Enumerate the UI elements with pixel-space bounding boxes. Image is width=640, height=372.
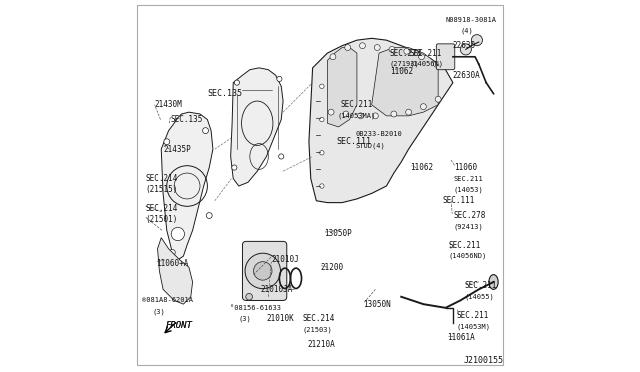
Text: 21210A: 21210A [308,340,335,349]
Circle shape [358,113,364,119]
PathPatch shape [161,112,213,260]
Circle shape [374,45,380,51]
Text: SEC.214: SEC.214 [302,314,335,323]
FancyBboxPatch shape [436,44,455,70]
Text: SEC.278: SEC.278 [454,211,486,220]
Circle shape [328,109,334,115]
Text: °08156-61633: °08156-61633 [230,305,280,311]
Circle shape [404,48,410,54]
Text: 11060+A: 11060+A [156,259,188,268]
Text: 22630A: 22630A [453,71,481,80]
Text: SEC.211: SEC.211 [456,311,489,320]
Text: 11061A: 11061A [447,333,475,342]
Text: 21010K: 21010K [266,314,294,323]
Text: 11062: 11062 [410,163,433,172]
Text: (3): (3) [152,308,164,315]
Circle shape [345,45,351,51]
Text: FRONT: FRONT [166,321,193,330]
Text: (21515): (21515) [146,185,178,194]
Circle shape [253,262,272,280]
Circle shape [419,54,424,60]
Text: (92413): (92413) [454,223,483,230]
Text: (27193): (27193) [389,61,419,67]
Circle shape [277,76,282,81]
Text: SEC.135: SEC.135 [170,115,203,124]
Circle shape [172,227,184,241]
Text: 21200: 21200 [321,263,344,272]
Text: SEC.214: SEC.214 [146,203,178,213]
Text: 21010J: 21010J [271,255,299,264]
Text: 22630: 22630 [453,41,476,50]
Text: (14056ND): (14056ND) [449,253,487,259]
Text: (21503): (21503) [302,327,332,333]
Text: (14056N): (14056N) [410,61,444,67]
Text: ®081A8-6201A: ®081A8-6201A [142,298,193,304]
Circle shape [433,61,439,67]
Text: 11060: 11060 [454,163,477,172]
Text: SEC.111: SEC.111 [337,137,372,146]
Text: SEC.111: SEC.111 [443,196,476,205]
Circle shape [246,294,252,300]
Circle shape [206,212,212,218]
Circle shape [245,253,280,289]
Text: 13050N: 13050N [363,300,391,309]
Circle shape [319,84,324,89]
Ellipse shape [489,275,498,289]
Text: STUD(4): STUD(4) [355,142,385,149]
Circle shape [420,104,426,110]
Text: 13050P: 13050P [324,230,352,238]
Text: (3): (3) [239,316,252,322]
Polygon shape [328,48,357,127]
Text: FRONT: FRONT [166,321,193,330]
Text: 21010JA: 21010JA [261,285,293,294]
Text: SEC.211: SEC.211 [449,241,481,250]
Text: (14055): (14055) [465,294,495,300]
Text: 0B233-B2010: 0B233-B2010 [355,131,402,137]
Circle shape [472,35,483,46]
Circle shape [319,184,324,188]
Circle shape [164,139,170,145]
Circle shape [234,80,239,85]
Circle shape [319,117,324,122]
Circle shape [389,46,395,52]
Circle shape [330,54,336,60]
FancyBboxPatch shape [243,241,287,301]
Text: SEC.211: SEC.211 [340,100,372,109]
Circle shape [406,109,412,115]
Circle shape [435,96,441,102]
Text: SEC.211: SEC.211 [410,49,442,58]
Text: SEC.135: SEC.135 [207,89,243,98]
Text: (4): (4) [460,28,473,34]
Text: 21435P: 21435P [163,145,191,154]
Text: (14053M): (14053M) [456,323,491,330]
Circle shape [278,154,284,159]
Polygon shape [372,48,438,116]
Text: J2100155: J2100155 [463,356,503,365]
Circle shape [170,250,175,256]
Polygon shape [230,68,283,186]
Polygon shape [309,38,453,203]
Text: SEC.211: SEC.211 [454,176,483,182]
Text: N08918-3081A: N08918-3081A [445,17,497,23]
Circle shape [343,111,349,117]
Circle shape [360,43,365,49]
Circle shape [391,111,397,117]
Text: (14053MA): (14053MA) [337,113,376,119]
Text: (14053): (14053) [454,186,483,193]
Circle shape [232,165,237,170]
Text: SEC.214: SEC.214 [146,174,178,183]
Text: (21501): (21501) [146,215,178,224]
Circle shape [460,44,472,55]
Text: 21430M: 21430M [155,100,182,109]
Circle shape [372,113,378,119]
Text: 11062: 11062 [390,67,413,76]
Circle shape [319,151,324,155]
Text: SEC.211: SEC.211 [465,281,497,290]
Circle shape [203,128,209,134]
Polygon shape [157,238,193,304]
Text: SEC.278: SEC.278 [389,49,422,58]
